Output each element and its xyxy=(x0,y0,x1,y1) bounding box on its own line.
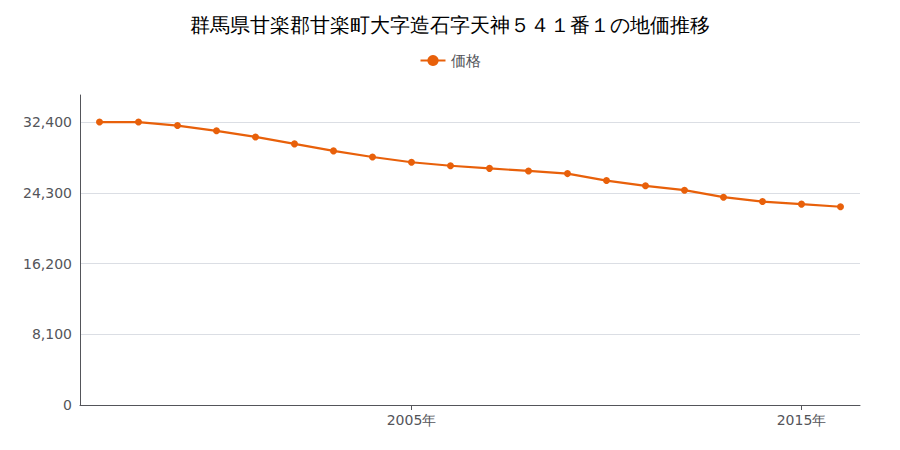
svg-text:価格: 価格 xyxy=(451,52,481,70)
svg-text:16,200: 16,200 xyxy=(23,256,72,272)
svg-text:群馬県甘楽郡甘楽町大字造石字天神５４１番１の地価推移: 群馬県甘楽郡甘楽町大字造石字天神５４１番１の地価推移 xyxy=(190,13,710,37)
svg-text:32,400: 32,400 xyxy=(23,114,72,130)
svg-text:24,300: 24,300 xyxy=(23,185,72,201)
svg-text:0: 0 xyxy=(63,397,72,413)
svg-text:8,100: 8,100 xyxy=(32,326,72,342)
svg-text:2015年: 2015年 xyxy=(777,412,827,428)
svg-text:2005年: 2005年 xyxy=(387,412,437,428)
